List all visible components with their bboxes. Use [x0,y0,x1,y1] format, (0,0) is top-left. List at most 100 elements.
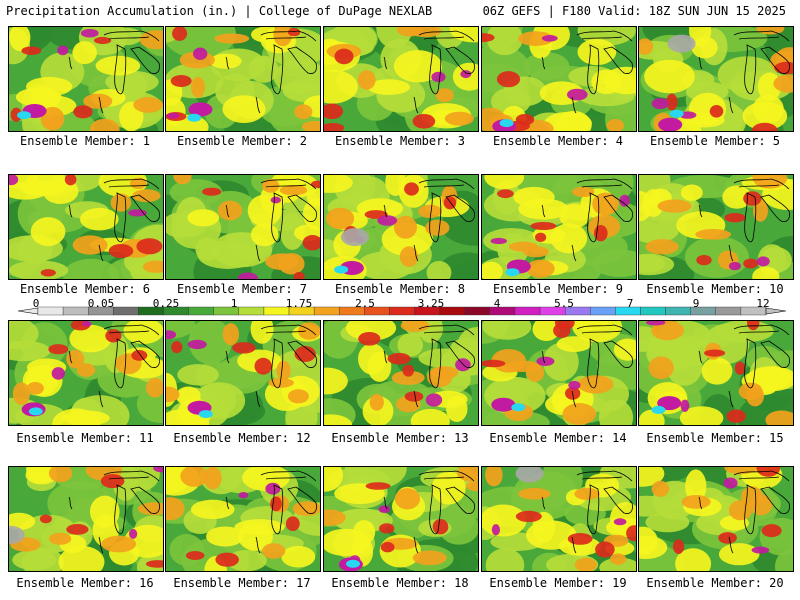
precip-layer [57,28,99,56]
great-lakes-outline [383,178,475,262]
precip-layer [10,36,112,122]
precip-layer [238,482,281,499]
ensemble-map-member-11 [8,320,164,426]
precip-layer [237,196,281,279]
colorbar-segment [188,306,214,316]
colorbar-segment [640,306,666,316]
precip-layer [173,175,308,275]
colorbar-right-arrow [765,307,787,315]
precip-layer [12,349,163,405]
colorbar-segment [715,306,742,316]
member-caption: Ensemble Member: 19 [489,576,627,590]
member-caption: Ensemble Member: 2 [176,134,308,148]
member-caption: Ensemble Member: 3 [334,134,466,148]
member-caption: Ensemble Member: 4 [492,134,624,148]
precipitation-colorbar [17,306,787,316]
ensemble-map-member-1 [8,26,164,132]
precip-layer [491,518,627,536]
ensemble-map-member-16 [8,466,164,572]
member-caption: Ensemble Member: 5 [649,134,781,148]
colorbar-segment [389,306,415,316]
precip-layer [324,467,478,566]
member-caption: Ensemble Member: 20 [646,576,784,590]
great-lakes-outline [698,470,790,554]
precip-layer [536,356,581,390]
great-lakes-outline [541,30,633,114]
colorbar-tick-label: 1.75 [285,297,313,310]
great-lakes-outline [541,470,633,554]
member-caption: Ensemble Member: 14 [489,431,627,445]
member-caption: Ensemble Member: 16 [16,576,154,590]
map-title: Precipitation Accumulation (in.) | Colle… [6,4,433,18]
precip-layer [39,474,163,568]
precip-layer [185,496,300,567]
great-lakes-outline [383,324,475,408]
member-caption: Ensemble Member: 18 [331,576,469,590]
precip-layer [723,477,770,554]
great-lakes-outline [68,470,160,554]
great-lakes-outline [698,324,790,408]
precip-layer [646,321,690,412]
colorbar-tick-label: 3.25 [417,297,445,310]
ensemble-map-member-6 [8,174,164,280]
great-lakes-outline [541,178,633,262]
colorbar-segment [37,306,64,316]
ensemble-map-member-20 [638,466,794,572]
great-lakes-outline [225,470,317,554]
member-caption: Ensemble Member: 17 [173,576,311,590]
ensemble-map-member-12 [165,320,321,426]
colorbar-segment [238,306,265,316]
great-lakes-outline [383,470,475,554]
precip-layer [166,322,320,404]
precip-layer [490,194,630,245]
colorbar-tick-label: 12 [756,297,770,310]
run-valid-time: 06Z GEFS | F180 Valid: 18Z SUN JUN 15 20… [482,4,786,18]
precip-layer [482,321,581,400]
precip-layer [482,473,636,556]
colorbar-segment [62,306,89,316]
precip-layer [728,256,770,271]
precip-layer [500,27,636,131]
great-lakes-outline [698,30,790,114]
member-caption: Ensemble Member: 10 [646,282,784,296]
precip-layer [326,27,474,126]
colorbar-tick-label: 9 [692,297,700,310]
member-caption: Ensemble Member: 9 [492,282,624,296]
ensemble-map-member-15 [638,320,794,426]
colorbar-tick-label: 0.25 [152,297,180,310]
member-caption: Ensemble Member: 12 [173,431,311,445]
precip-layer [40,30,163,131]
ensemble-map-member-5 [638,26,794,132]
ensemble-map-member-7 [165,174,321,280]
precip-layer [166,330,207,350]
precip-layer [358,332,424,402]
precip-layer [166,467,320,559]
precip-layer [425,358,471,407]
great-lakes-outline [383,30,475,114]
precip-layer [129,467,163,539]
precip-layer [704,321,760,423]
precip-layer [51,321,92,380]
ensemble-map-member-18 [323,466,479,572]
colorbar-tick-label: 1 [230,297,238,310]
great-lakes-outline [698,178,790,262]
colorbar-segment [113,306,139,316]
great-lakes-outline [541,324,633,408]
great-lakes-outline [68,178,160,262]
colorbar-tick-label: 7 [626,297,634,310]
member-caption: Ensemble Member: 6 [19,282,151,296]
ensemble-map-member-9 [481,174,637,280]
colorbar-segment [665,306,691,316]
member-caption: Ensemble Member: 8 [334,282,466,296]
great-lakes-outline [225,178,317,262]
colorbar-tick-label: 4 [493,297,501,310]
colorbar-segment [590,306,616,316]
member-caption: Ensemble Member: 13 [331,431,469,445]
colorbar-segment [464,306,491,316]
precip-layer [673,467,782,554]
ensemble-map-member-13 [323,320,479,426]
member-caption: Ensemble Member: 11 [16,431,154,445]
ensemble-map-member-19 [481,466,637,572]
precip-layer [9,27,144,131]
precip-layer [324,321,468,425]
